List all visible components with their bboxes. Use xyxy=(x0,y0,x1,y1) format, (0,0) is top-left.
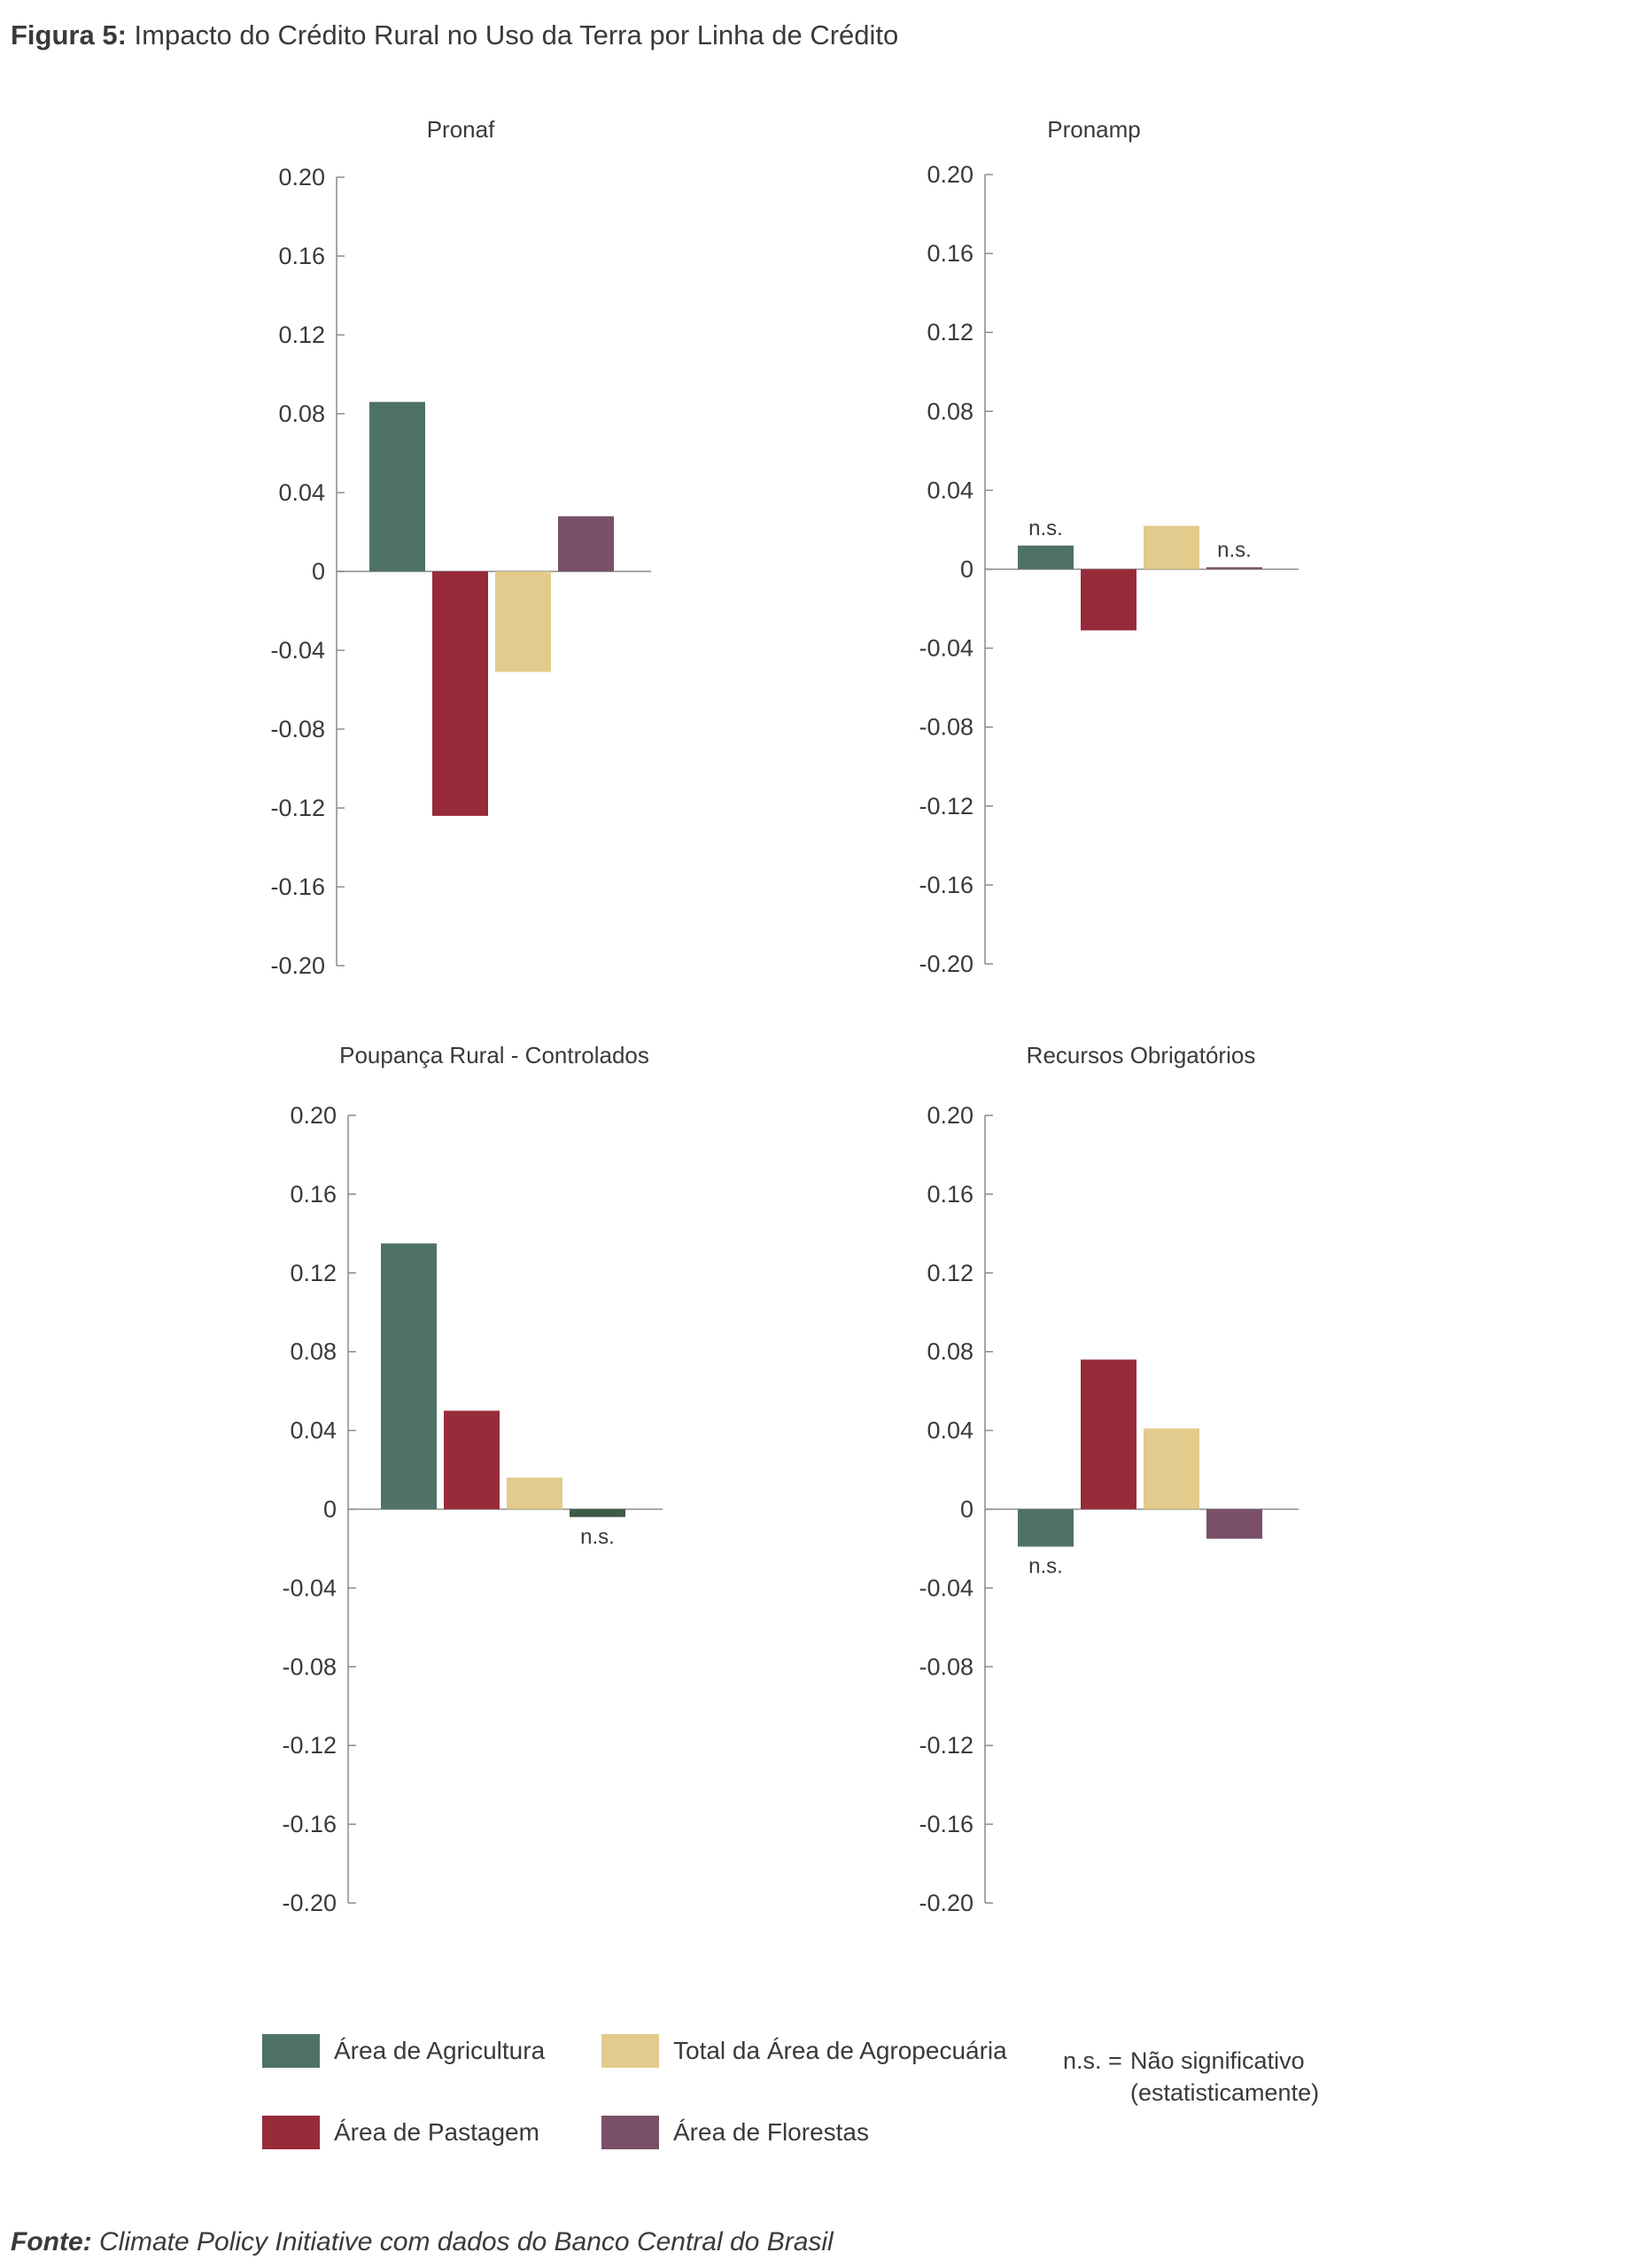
y-tick-label: -0.08 xyxy=(270,716,325,742)
y-tick-label: 0.12 xyxy=(927,319,974,346)
y-tick-label: 0.08 xyxy=(278,400,325,427)
panel-title: Pronamp xyxy=(1047,116,1141,143)
y-tick-label: 0.20 xyxy=(278,164,325,190)
bar xyxy=(1144,1428,1199,1510)
y-tick-label: -0.16 xyxy=(282,1811,337,1837)
y-tick-label: -0.16 xyxy=(919,872,974,898)
y-tick-label: -0.16 xyxy=(919,1811,974,1837)
y-tick-label: -0.12 xyxy=(919,793,974,819)
bar xyxy=(1144,525,1199,570)
y-tick-label: 0.16 xyxy=(290,1181,337,1208)
y-tick-label: -0.12 xyxy=(270,795,325,821)
ns-annotation: n.s. xyxy=(1028,1555,1063,1579)
y-tick-label: -0.12 xyxy=(919,1732,974,1759)
ns-annotation: n.s. xyxy=(1028,517,1063,540)
y-tick-label: -0.08 xyxy=(919,714,974,741)
y-tick-label: -0.20 xyxy=(919,951,974,977)
y-tick-label: 0.12 xyxy=(278,322,325,348)
bar xyxy=(1081,569,1136,631)
y-tick-label: 0.20 xyxy=(927,1102,974,1129)
panel-title: Pronaf xyxy=(427,116,495,143)
y-tick-label: 0.04 xyxy=(927,1418,974,1444)
y-tick-label: -0.04 xyxy=(270,637,325,664)
y-tick-label: 0 xyxy=(960,1496,974,1523)
source-note: Fonte: Climate Policy Initiative com dad… xyxy=(11,2227,834,2257)
source-label: Fonte: xyxy=(11,2227,92,2256)
panel-title: Recursos Obrigatórios xyxy=(1027,1042,1256,1068)
y-tick-label: 0.08 xyxy=(927,398,974,424)
y-tick-label: 0.04 xyxy=(278,479,325,506)
y-tick-label: 0 xyxy=(960,556,974,583)
y-tick-label: 0.16 xyxy=(927,240,974,267)
bar xyxy=(1018,545,1074,570)
bar xyxy=(381,1243,437,1510)
y-tick-label: -0.08 xyxy=(282,1653,337,1680)
ns-annotation: n.s. xyxy=(1217,538,1252,562)
bar xyxy=(570,1509,625,1518)
y-tick-label: -0.20 xyxy=(282,1890,337,1916)
y-tick-label: -0.16 xyxy=(270,874,325,900)
y-tick-label: -0.08 xyxy=(919,1653,974,1680)
bar xyxy=(432,571,488,816)
bar xyxy=(507,1477,562,1510)
bar xyxy=(558,516,614,571)
y-tick-label: 0.12 xyxy=(927,1260,974,1286)
y-tick-label: -0.20 xyxy=(919,1890,974,1916)
y-tick-label: 0.20 xyxy=(290,1102,337,1129)
y-tick-label: -0.04 xyxy=(282,1574,337,1601)
y-tick-label: 0.16 xyxy=(278,243,325,269)
bar xyxy=(1081,1359,1136,1510)
y-tick-label: 0 xyxy=(323,1496,337,1523)
y-tick-label: -0.04 xyxy=(919,1574,974,1601)
figure-title-label: Figura 5: xyxy=(11,19,127,50)
bar xyxy=(444,1410,500,1510)
bar xyxy=(1206,1509,1262,1539)
y-tick-label: 0.04 xyxy=(290,1418,337,1444)
figure-title-text: Impacto do Crédito Rural no Uso da Terra… xyxy=(134,19,899,50)
bar xyxy=(1018,1509,1074,1547)
y-tick-label: 0 xyxy=(312,558,325,585)
ns-annotation: n.s. xyxy=(580,1525,615,1549)
y-tick-label: 0.08 xyxy=(927,1339,974,1365)
panel-title: Poupança Rural - Controlados xyxy=(339,1042,649,1068)
y-tick-label: 0.12 xyxy=(290,1260,337,1286)
y-tick-label: 0.16 xyxy=(927,1181,974,1208)
y-tick-label: 0.20 xyxy=(927,161,974,188)
y-tick-label: -0.20 xyxy=(270,952,325,979)
y-tick-label: 0.04 xyxy=(927,477,974,503)
bar xyxy=(495,571,551,672)
y-tick-label: 0.08 xyxy=(290,1339,337,1365)
y-tick-label: -0.12 xyxy=(282,1732,337,1759)
source-text: Climate Policy Initiative com dados do B… xyxy=(98,2227,834,2256)
figure-title: Figura 5: Impacto do Crédito Rural no Us… xyxy=(11,19,898,51)
y-tick-label: -0.04 xyxy=(919,635,974,662)
bar xyxy=(1206,567,1262,570)
bar xyxy=(369,401,425,571)
